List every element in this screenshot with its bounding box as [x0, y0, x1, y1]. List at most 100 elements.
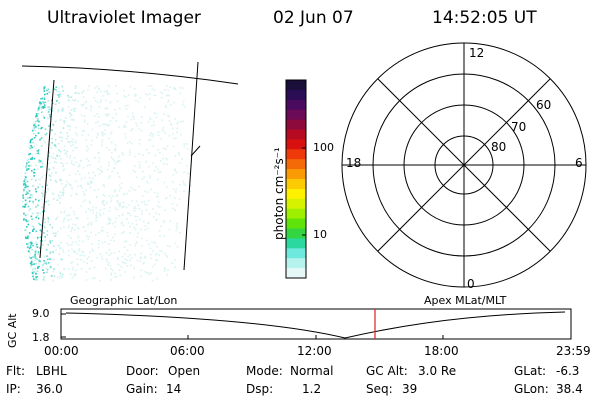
emission-pixel	[55, 86, 57, 88]
emission-pixel	[79, 254, 81, 256]
emission-pixel	[131, 112, 134, 115]
emission-pixel	[116, 92, 119, 95]
emission-pixel	[184, 184, 187, 187]
emission-pixel	[38, 262, 40, 265]
emission-pixel	[126, 193, 129, 195]
status-glat-key: GLat:	[514, 364, 547, 378]
colorbar-cell	[286, 109, 306, 121]
emission-pixel	[48, 106, 51, 108]
status-gain-key: Gain:	[126, 382, 158, 396]
grid-tick	[190, 145, 201, 157]
emission-pixel	[58, 149, 60, 151]
status-dsp-value: 1.2	[302, 382, 322, 396]
emission-pixel	[136, 215, 139, 218]
emission-pixel	[50, 172, 53, 174]
emission-pixel	[102, 203, 105, 205]
emission-pixel	[118, 205, 121, 208]
emission-pixel	[112, 223, 114, 225]
emission-pixel	[33, 145, 36, 147]
emission-pixel	[134, 99, 137, 102]
colorbar-tick-label-10: 10	[313, 228, 327, 241]
emission-pixel	[58, 155, 61, 157]
emission-pixel	[38, 106, 41, 108]
emission-pixel	[50, 147, 52, 149]
emission-pixel	[86, 145, 88, 148]
emission-pixel	[108, 206, 111, 209]
emission-pixel	[67, 183, 70, 185]
emission-pixel	[97, 132, 99, 135]
emission-pixel	[55, 232, 57, 235]
emission-pixel	[65, 152, 67, 154]
emission-pixel	[60, 241, 62, 244]
emission-pixel	[74, 147, 76, 149]
emission-pixel	[37, 150, 39, 152]
emission-pixel	[123, 95, 125, 97]
emission-pixel	[76, 134, 78, 137]
emission-pixel	[69, 125, 71, 128]
emission-pixel	[146, 227, 149, 230]
emission-pixel	[95, 195, 98, 198]
emission-pixel	[176, 245, 179, 248]
emission-pixel	[25, 166, 28, 169]
emission-pixel	[34, 249, 37, 252]
emission-pixel	[153, 94, 156, 97]
emission-pixel	[92, 206, 94, 208]
colorbar-frame	[285, 79, 307, 279]
emission-pixel	[74, 92, 77, 94]
emission-pixel	[104, 129, 107, 131]
emission-pixel	[27, 192, 29, 195]
emission-pixel	[98, 125, 101, 127]
emission-pixel	[26, 236, 29, 238]
emission-pixel	[121, 221, 123, 224]
emission-pixel	[110, 279, 112, 281]
emission-pixel	[70, 109, 73, 111]
emission-pixel	[151, 241, 153, 244]
emission-pixel	[101, 134, 104, 137]
emission-pixel	[81, 254, 84, 256]
polar-label-18: 18	[346, 156, 362, 170]
emission-pixel	[32, 185, 35, 187]
emission-pixel	[82, 240, 84, 243]
emission-pixel	[173, 137, 175, 140]
emission-pixel	[35, 113, 38, 115]
emission-pixel	[92, 171, 95, 173]
emission-pixel	[39, 101, 41, 103]
emission-pixel	[70, 162, 73, 164]
emission-pixel	[133, 118, 135, 120]
emission-pixel	[47, 106, 49, 108]
emission-pixel	[84, 107, 87, 110]
emission-pixel	[62, 90, 64, 92]
emission-pixel	[66, 214, 68, 217]
emission-pixel	[34, 125, 36, 127]
xtick-label-2359: 23:59	[556, 344, 591, 358]
emission-pixel	[86, 165, 89, 167]
emission-pixel	[41, 162, 44, 165]
emission-pixel	[43, 96, 45, 99]
emission-pixel	[48, 91, 51, 93]
emission-pixel	[40, 161, 43, 163]
polar-diagonal-2	[377, 78, 551, 252]
emission-pixel	[138, 153, 141, 155]
emission-pixel	[55, 145, 57, 148]
emission-pixel	[34, 267, 36, 270]
emission-pixel	[186, 165, 188, 167]
emission-pixel	[29, 246, 32, 249]
emission-pixel	[121, 232, 123, 234]
emission-pixel	[174, 259, 176, 261]
emission-pixel	[28, 158, 30, 161]
emission-pixel	[97, 246, 100, 249]
emission-pixel	[134, 155, 136, 158]
emission-pixel	[97, 134, 99, 136]
emission-pixel	[116, 200, 119, 202]
emission-pixel	[24, 199, 27, 202]
emission-pixel	[25, 176, 27, 178]
emission-pixel	[115, 113, 117, 115]
emission-pixel	[52, 279, 55, 282]
emission-pixel	[36, 237, 39, 240]
emission-pixel	[44, 165, 47, 168]
emission-pixel	[58, 196, 61, 199]
emission-pixel	[33, 137, 36, 139]
emission-pixel	[40, 137, 43, 139]
emission-pixel	[155, 259, 157, 261]
emission-pixel	[29, 196, 31, 199]
